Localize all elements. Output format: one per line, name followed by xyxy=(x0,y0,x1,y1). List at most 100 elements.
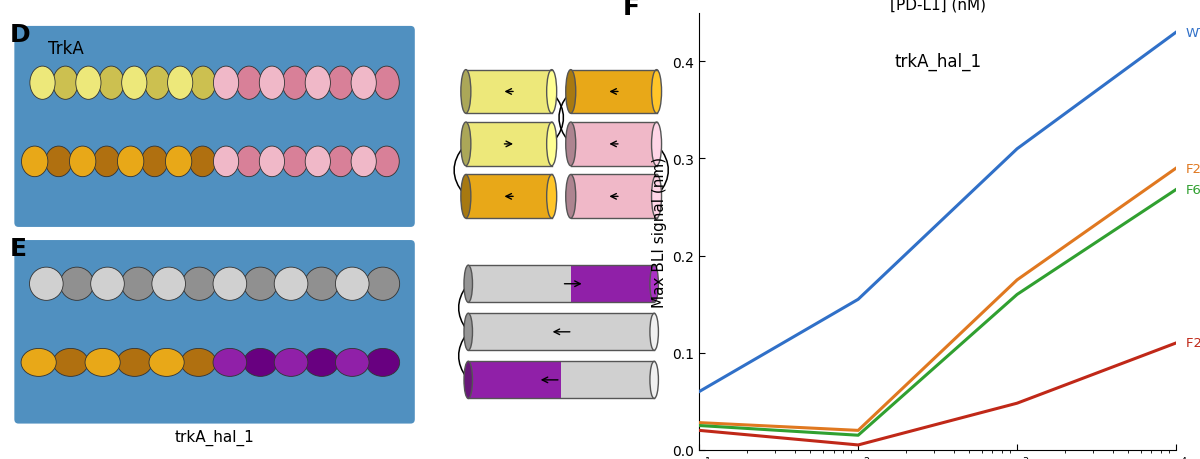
Ellipse shape xyxy=(259,67,284,100)
Ellipse shape xyxy=(53,67,78,100)
Ellipse shape xyxy=(461,123,470,167)
Ellipse shape xyxy=(374,147,400,177)
FancyArrowPatch shape xyxy=(458,286,467,330)
Ellipse shape xyxy=(190,147,216,177)
Ellipse shape xyxy=(30,268,64,301)
Bar xyxy=(570,266,654,302)
Bar xyxy=(468,266,570,302)
Ellipse shape xyxy=(85,349,120,376)
Ellipse shape xyxy=(565,123,576,167)
Ellipse shape xyxy=(652,175,661,219)
Ellipse shape xyxy=(374,67,400,100)
Bar xyxy=(468,313,654,351)
Ellipse shape xyxy=(46,147,72,177)
Ellipse shape xyxy=(464,266,473,302)
Bar xyxy=(468,362,562,398)
Ellipse shape xyxy=(650,266,659,302)
Ellipse shape xyxy=(214,349,247,376)
FancyBboxPatch shape xyxy=(14,241,415,424)
Ellipse shape xyxy=(547,175,557,219)
Ellipse shape xyxy=(236,67,262,100)
Ellipse shape xyxy=(328,147,353,177)
Text: F68R: F68R xyxy=(1186,184,1200,196)
Ellipse shape xyxy=(275,349,308,376)
Bar xyxy=(562,362,654,398)
Ellipse shape xyxy=(652,123,661,167)
Ellipse shape xyxy=(144,67,170,100)
Ellipse shape xyxy=(121,67,146,100)
Ellipse shape xyxy=(464,362,473,398)
Y-axis label: Max BLI signal (nm): Max BLI signal (nm) xyxy=(652,157,667,307)
Ellipse shape xyxy=(464,313,473,351)
Ellipse shape xyxy=(142,147,168,177)
Bar xyxy=(466,71,552,114)
Text: trkA_hal_1: trkA_hal_1 xyxy=(175,429,254,445)
Ellipse shape xyxy=(461,175,470,219)
Bar xyxy=(571,123,656,167)
Ellipse shape xyxy=(236,147,262,177)
FancyArrowPatch shape xyxy=(454,147,464,195)
Ellipse shape xyxy=(244,349,277,376)
Ellipse shape xyxy=(149,349,184,376)
Ellipse shape xyxy=(352,67,377,100)
Ellipse shape xyxy=(461,70,470,114)
Ellipse shape xyxy=(152,268,186,301)
Ellipse shape xyxy=(118,147,144,177)
Text: E: E xyxy=(10,236,28,260)
Bar xyxy=(571,175,656,219)
Ellipse shape xyxy=(565,70,576,114)
Ellipse shape xyxy=(305,147,330,177)
Ellipse shape xyxy=(214,147,239,177)
Ellipse shape xyxy=(182,268,216,301)
Text: trkA_hal_1: trkA_hal_1 xyxy=(894,53,982,71)
Ellipse shape xyxy=(366,268,400,301)
Text: WT: WT xyxy=(1186,27,1200,39)
Ellipse shape xyxy=(91,268,125,301)
Ellipse shape xyxy=(305,268,338,301)
Bar xyxy=(466,123,552,167)
Bar xyxy=(466,175,552,219)
Ellipse shape xyxy=(244,268,277,301)
Ellipse shape xyxy=(118,349,152,376)
Ellipse shape xyxy=(650,362,659,398)
Ellipse shape xyxy=(98,67,124,100)
FancyArrowPatch shape xyxy=(559,95,569,142)
Ellipse shape xyxy=(650,313,659,351)
Text: F27R: F27R xyxy=(1186,162,1200,175)
Ellipse shape xyxy=(168,67,193,100)
Ellipse shape xyxy=(336,268,370,301)
Ellipse shape xyxy=(305,67,330,100)
FancyBboxPatch shape xyxy=(14,27,415,227)
Text: F27R F68R: F27R F68R xyxy=(1186,337,1200,350)
Ellipse shape xyxy=(652,70,661,114)
Ellipse shape xyxy=(60,268,94,301)
Ellipse shape xyxy=(275,268,308,301)
Ellipse shape xyxy=(282,67,307,100)
Ellipse shape xyxy=(336,349,370,376)
Ellipse shape xyxy=(53,349,89,376)
Ellipse shape xyxy=(191,67,216,100)
Ellipse shape xyxy=(76,67,101,100)
Ellipse shape xyxy=(305,349,338,376)
FancyArrowPatch shape xyxy=(553,95,564,142)
Ellipse shape xyxy=(547,123,557,167)
Ellipse shape xyxy=(259,147,284,177)
Ellipse shape xyxy=(70,147,96,177)
Ellipse shape xyxy=(94,147,120,177)
Ellipse shape xyxy=(565,175,576,219)
Ellipse shape xyxy=(22,147,48,177)
Bar xyxy=(571,71,656,114)
Ellipse shape xyxy=(547,70,557,114)
Text: F: F xyxy=(623,0,640,20)
FancyArrowPatch shape xyxy=(458,334,467,378)
Ellipse shape xyxy=(22,349,56,376)
Ellipse shape xyxy=(214,268,247,301)
Ellipse shape xyxy=(282,147,307,177)
Ellipse shape xyxy=(30,67,55,100)
Ellipse shape xyxy=(328,67,353,100)
Ellipse shape xyxy=(352,147,377,177)
Ellipse shape xyxy=(214,67,239,100)
Text: D: D xyxy=(10,22,31,46)
Ellipse shape xyxy=(121,268,155,301)
Ellipse shape xyxy=(181,349,216,376)
